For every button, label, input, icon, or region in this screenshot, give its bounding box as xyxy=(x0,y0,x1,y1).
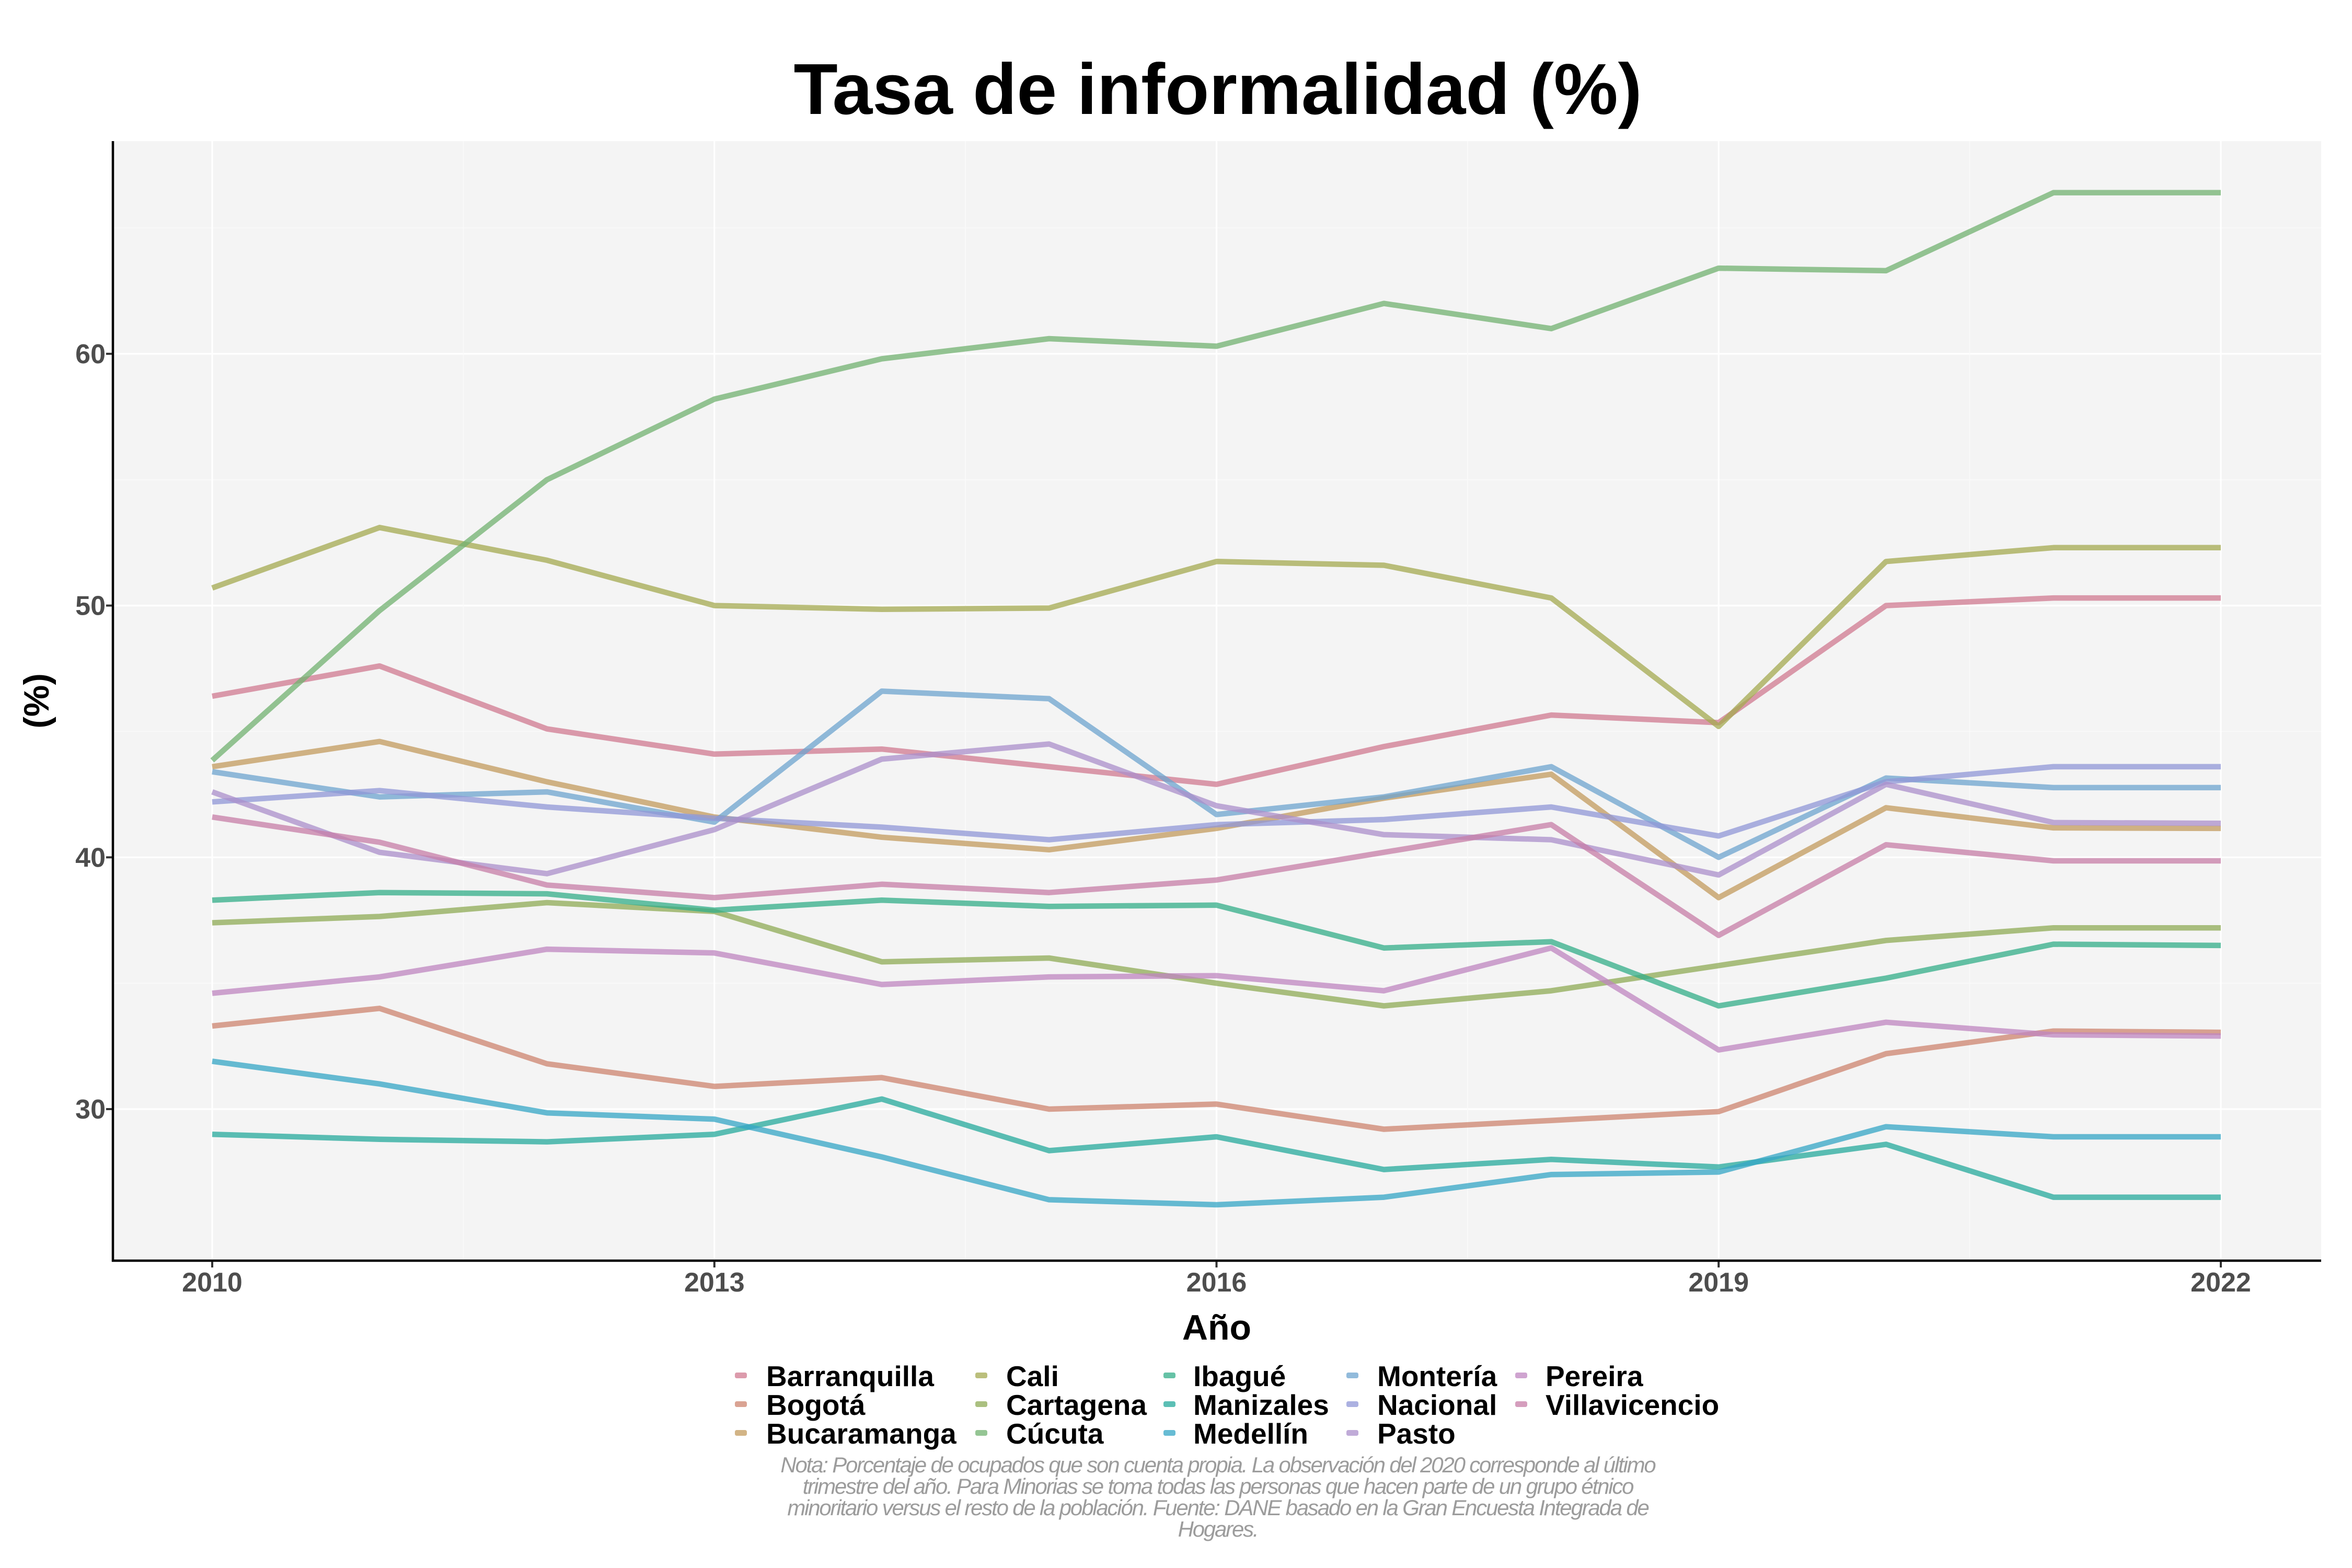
svg-text:Nacional: Nacional xyxy=(1377,1389,1497,1421)
svg-text:Año: Año xyxy=(1182,1308,1251,1347)
svg-text:Pereira: Pereira xyxy=(1546,1360,1643,1392)
svg-text:Manizales: Manizales xyxy=(1193,1389,1329,1421)
svg-text:60: 60 xyxy=(75,339,106,370)
svg-text:minoritario versus el resto de: minoritario versus el resto de la poblac… xyxy=(787,1495,1648,1520)
svg-text:40: 40 xyxy=(75,843,106,873)
svg-text:2022: 2022 xyxy=(2190,1267,2251,1298)
svg-text:Ibagué: Ibagué xyxy=(1193,1360,1286,1392)
svg-text:Pasto: Pasto xyxy=(1377,1417,1456,1450)
svg-text:Cúcuta: Cúcuta xyxy=(1006,1417,1104,1450)
svg-text:Hogares.: Hogares. xyxy=(1178,1517,1258,1541)
svg-text:Tasa de informalidad (%): Tasa de informalidad (%) xyxy=(793,49,1642,130)
svg-text:Montería: Montería xyxy=(1377,1360,1497,1392)
svg-text:Cali: Cali xyxy=(1006,1360,1059,1392)
svg-text:2013: 2013 xyxy=(684,1267,745,1298)
svg-text:(%): (%) xyxy=(17,673,56,729)
svg-text:Villavicencio: Villavicencio xyxy=(1546,1389,1719,1421)
svg-text:50: 50 xyxy=(75,591,106,621)
svg-text:Cartagena: Cartagena xyxy=(1006,1389,1147,1421)
svg-text:Barranquilla: Barranquilla xyxy=(766,1360,934,1392)
svg-text:Bucaramanga: Bucaramanga xyxy=(766,1417,956,1450)
svg-text:2019: 2019 xyxy=(1688,1267,1749,1298)
svg-text:Nota: Porcentaje de ocupados q: Nota: Porcentaje de ocupados que son cue… xyxy=(780,1452,1656,1477)
svg-text:2016: 2016 xyxy=(1186,1267,1247,1298)
svg-text:Medellín: Medellín xyxy=(1193,1417,1308,1450)
svg-text:2010: 2010 xyxy=(182,1267,243,1298)
svg-text:30: 30 xyxy=(75,1094,106,1125)
svg-text:Bogotá: Bogotá xyxy=(766,1389,866,1421)
svg-text:trimestre del año. Para Minori: trimestre del año. Para Minorias se toma… xyxy=(803,1474,1634,1498)
